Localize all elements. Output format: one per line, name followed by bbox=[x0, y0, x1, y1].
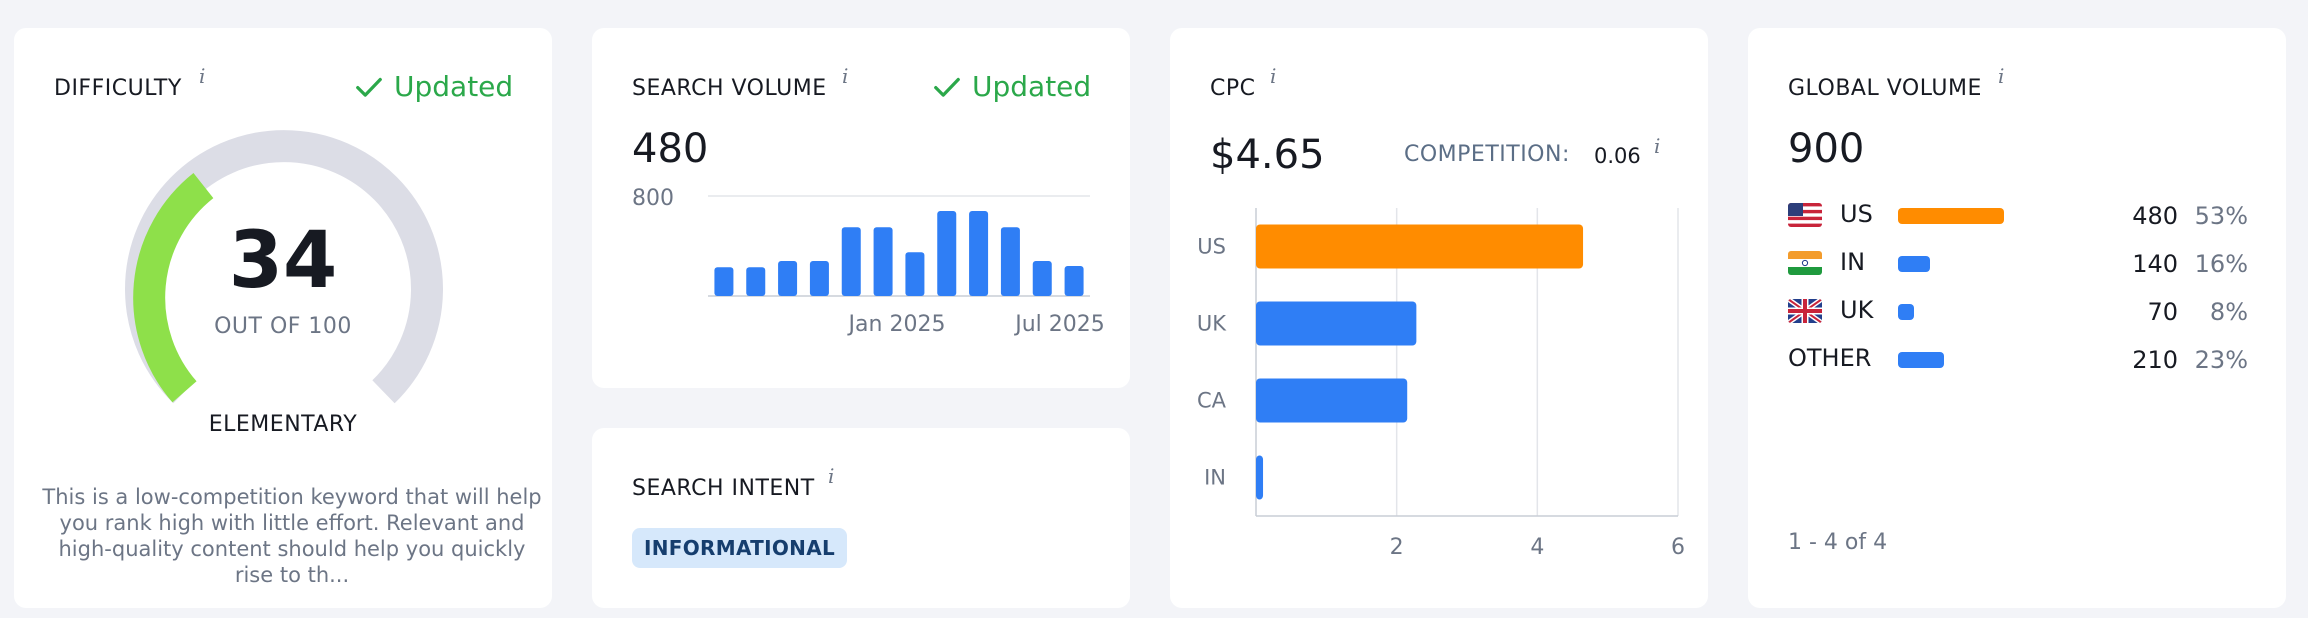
sv-bar[interactable] bbox=[1032, 261, 1052, 296]
country-row-uk: UK 70 8% bbox=[1788, 292, 2248, 332]
country-volume: 210 bbox=[2132, 346, 2178, 374]
cpc-chart: 2 4 6 US UK CA IN bbox=[1197, 208, 1685, 560]
cpc-value: $4.65 bbox=[1210, 132, 1325, 178]
search-intent-card: SEARCH INTENT i INFORMATIONAL bbox=[592, 428, 1130, 608]
cpc-bar[interactable] bbox=[1256, 301, 1417, 346]
check-icon bbox=[934, 77, 960, 97]
country-percent: 8% bbox=[2209, 298, 2248, 326]
sv-bar[interactable] bbox=[809, 261, 829, 296]
difficulty-card: DIFFICULTY i Updated 34 OUT OF 100 ELEME… bbox=[14, 28, 552, 608]
sv-bar[interactable] bbox=[714, 267, 734, 296]
difficulty-gauge bbox=[125, 130, 443, 404]
sv-x-tick: Jul 2025 bbox=[1015, 312, 1105, 337]
sv-bar[interactable] bbox=[1000, 227, 1020, 296]
country-bar bbox=[1898, 304, 1914, 320]
country-name: OTHER bbox=[1788, 344, 1872, 372]
cpc-x-tick: 2 bbox=[1390, 535, 1404, 560]
sv-bar[interactable] bbox=[778, 261, 798, 296]
intent-tag: INFORMATIONAL bbox=[632, 528, 848, 568]
difficulty-out-of: OUT OF 100 bbox=[214, 314, 352, 339]
country-row-other: OTHER 210 23% bbox=[1788, 340, 2248, 380]
country-volume: 480 bbox=[2132, 202, 2178, 230]
uk-flag-icon bbox=[1788, 299, 1822, 323]
country-name: US bbox=[1840, 200, 1873, 228]
country-row-us: US 480 53% bbox=[1788, 196, 2248, 236]
sv-bar[interactable] bbox=[969, 211, 989, 296]
difficulty-updated-status: Updated bbox=[354, 70, 513, 103]
updated-label: Updated bbox=[972, 70, 1092, 103]
sv-bar[interactable] bbox=[873, 227, 893, 296]
search-volume-title: SEARCH VOLUME bbox=[632, 76, 827, 101]
country-percent: 16% bbox=[2194, 250, 2248, 278]
global-volume-card: GLOBAL VOLUME i 900 US 480 53% IN 140 16… bbox=[1748, 28, 2286, 608]
competition-info-icon[interactable]: i bbox=[1654, 134, 1661, 158]
cpc-category-label: IN bbox=[1204, 466, 1226, 490]
search-volume-info-icon[interactable]: i bbox=[842, 64, 849, 88]
updated-label: Updated bbox=[394, 70, 514, 103]
sv-x-tick: Jan 2025 bbox=[848, 312, 946, 337]
search-volume-card: SEARCH VOLUME i Updated 480 800 Jan 2025… bbox=[592, 28, 1130, 388]
in-flag-icon bbox=[1788, 251, 1822, 275]
cpc-category-label: UK bbox=[1197, 312, 1227, 336]
sv-bar[interactable] bbox=[905, 252, 925, 296]
country-name: UK bbox=[1840, 296, 1874, 324]
cpc-x-tick: 4 bbox=[1530, 535, 1544, 560]
country-name: IN bbox=[1840, 248, 1866, 276]
global-volume-info-icon[interactable]: i bbox=[1998, 64, 2005, 88]
sv-bar[interactable] bbox=[1064, 266, 1084, 296]
country-bar bbox=[1898, 352, 1944, 368]
country-percent: 53% bbox=[2194, 202, 2248, 230]
cpc-bar[interactable] bbox=[1256, 378, 1408, 423]
country-row-in: IN 140 16% bbox=[1788, 244, 2248, 284]
cpc-info-icon[interactable]: i bbox=[1270, 64, 1277, 88]
cpc-card: CPC i $4.65 COMPETITION: 0.06 i 2 4 6 US UK C… bbox=[1170, 28, 1708, 608]
search-intent-title: SEARCH INTENT bbox=[632, 476, 815, 501]
difficulty-info-icon[interactable]: i bbox=[199, 64, 206, 88]
cpc-x-tick: 6 bbox=[1671, 535, 1685, 560]
pagination-label: 1 - 4 of 4 bbox=[1788, 530, 1888, 555]
sv-y-tick: 800 bbox=[632, 186, 674, 211]
competition-value: 0.06 bbox=[1594, 144, 1641, 168]
competition-label: COMPETITION: bbox=[1404, 142, 1570, 167]
country-percent: 23% bbox=[2194, 346, 2248, 374]
cpc-title: CPC bbox=[1210, 76, 1256, 101]
global-volume-title: GLOBAL VOLUME bbox=[1788, 76, 1982, 101]
difficulty-score: 34 bbox=[228, 216, 338, 306]
country-volume: 140 bbox=[2132, 250, 2178, 278]
sv-bar[interactable] bbox=[937, 211, 957, 296]
sv-bar[interactable] bbox=[841, 227, 861, 296]
country-volume: 70 bbox=[2147, 298, 2178, 326]
global-volume-value: 900 bbox=[1788, 126, 1865, 172]
sv-bar[interactable] bbox=[746, 267, 766, 296]
difficulty-title: DIFFICULTY bbox=[54, 76, 182, 101]
search-volume-chart bbox=[708, 195, 1090, 297]
country-bar bbox=[1898, 208, 2004, 224]
cpc-bar[interactable] bbox=[1256, 224, 1584, 269]
us-flag-icon bbox=[1788, 203, 1822, 227]
search-volume-value: 480 bbox=[632, 126, 709, 172]
search-intent-info-icon[interactable]: i bbox=[828, 464, 835, 488]
difficulty-description: This is a low-competition keyword that w… bbox=[42, 485, 542, 587]
difficulty-level: ELEMENTARY bbox=[208, 412, 358, 437]
search-volume-updated-status: Updated bbox=[932, 70, 1091, 103]
cpc-bar[interactable] bbox=[1256, 455, 1264, 500]
check-icon bbox=[356, 77, 382, 97]
gauge-fill bbox=[133, 173, 214, 403]
country-bar bbox=[1898, 256, 1930, 272]
cpc-category-label: US bbox=[1197, 235, 1226, 259]
cpc-category-label: CA bbox=[1197, 389, 1227, 413]
